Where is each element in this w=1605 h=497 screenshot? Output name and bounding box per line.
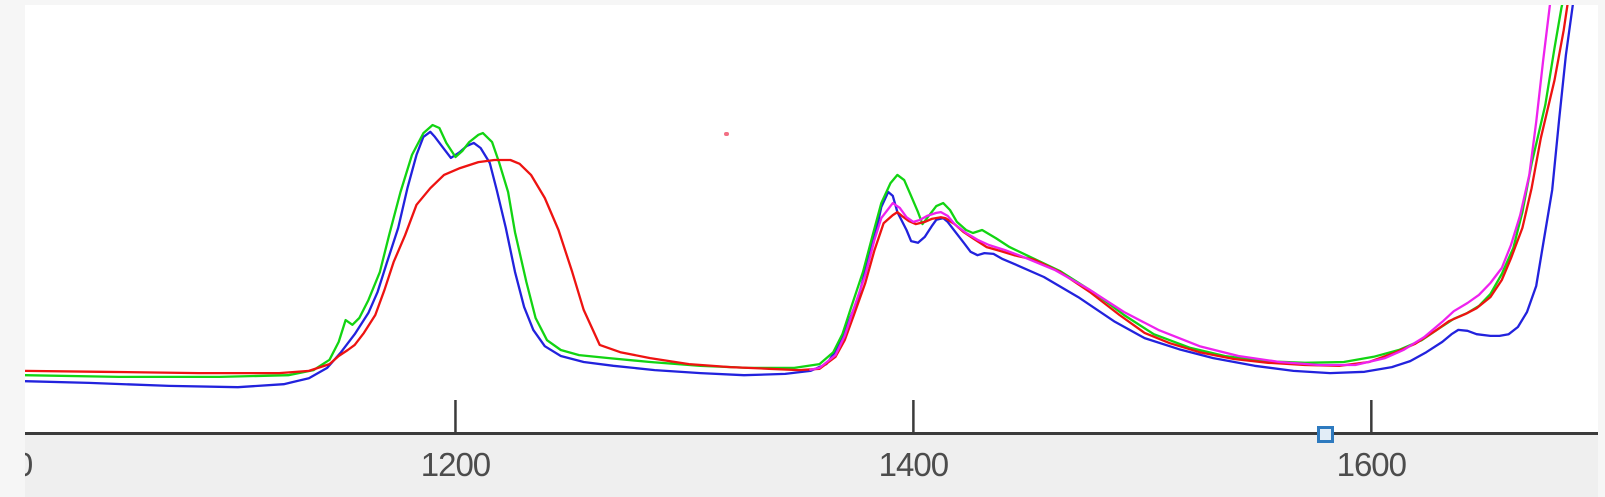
x-tick-label: 1200	[420, 446, 491, 483]
stray-dot-artifact	[723, 131, 729, 136]
series-line-red[interactable]	[25, 5, 1573, 375]
chart-canvas	[25, 5, 1575, 432]
x-axis-band: 1000 1200 1400 1600	[25, 435, 1598, 497]
x-tick-label: 1600	[1336, 446, 1407, 483]
x-tick-label: 1000	[25, 446, 68, 484]
axis-selection-handle[interactable]	[1317, 425, 1335, 443]
series-line-magenta[interactable]	[809, 5, 1554, 371]
series-line-green[interactable]	[25, 5, 1566, 379]
plot-area	[25, 5, 1598, 435]
x-tick-label: 1400	[878, 446, 949, 483]
series-line-blue[interactable]	[25, 5, 1575, 389]
